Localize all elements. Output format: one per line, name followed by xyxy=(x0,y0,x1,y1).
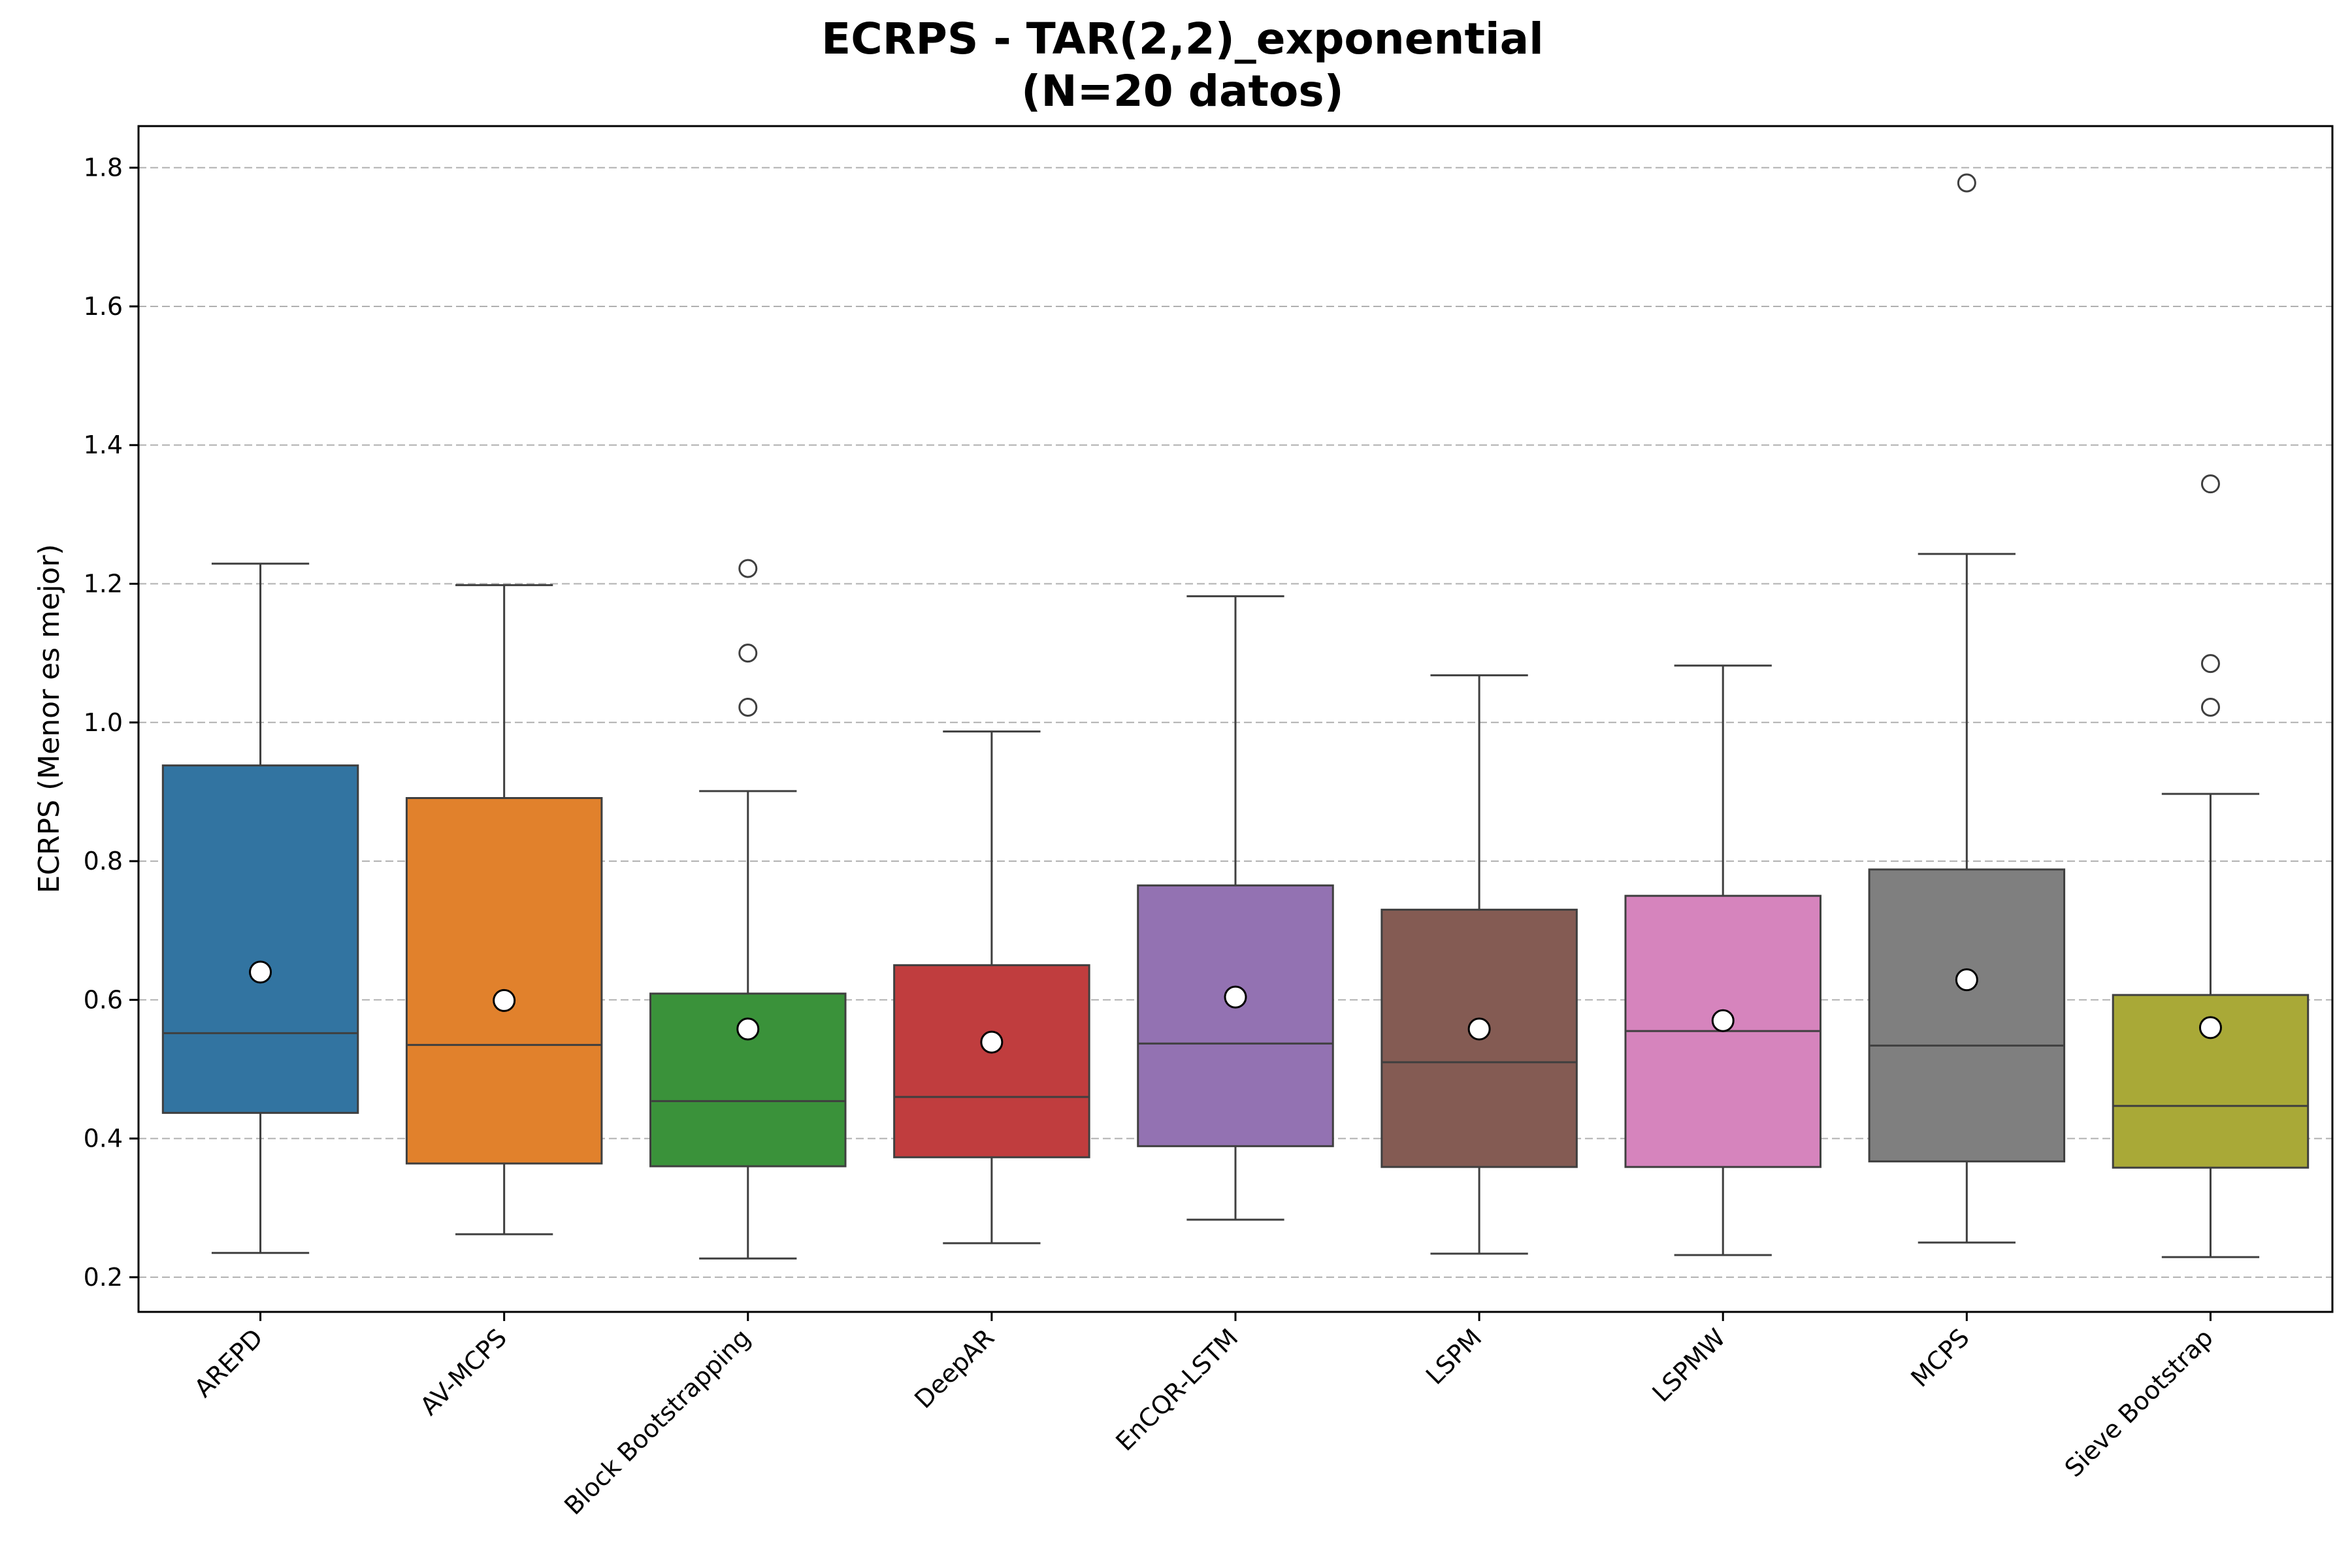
chart-subtitle: (N=20 datos) xyxy=(1021,66,1344,116)
y-tick-label: 0.4 xyxy=(84,1124,123,1153)
y-tick-label: 1.4 xyxy=(84,431,123,459)
y-tick-label: 1.8 xyxy=(84,154,123,182)
x-tick-label: LSPMW xyxy=(1646,1323,1731,1407)
box-group xyxy=(161,563,359,1254)
outlier-point xyxy=(2200,654,2220,674)
mean-marker xyxy=(736,1017,760,1041)
box-group xyxy=(1380,674,1578,1255)
mean-marker xyxy=(493,988,516,1012)
iqr-box xyxy=(1868,868,2066,1163)
box-group xyxy=(405,584,603,1235)
iqr-box xyxy=(161,764,359,1114)
x-tick-label: LSPM xyxy=(1420,1323,1488,1390)
outlier-point xyxy=(1957,173,1976,193)
x-axis-ticks: AREPD AV-MCPS Block Bootstrapping DeepAR EnC… xyxy=(189,1312,2219,1520)
boxes-layer xyxy=(161,173,2310,1260)
box-group xyxy=(649,559,847,1260)
y-tick-label: 0.2 xyxy=(84,1263,123,1292)
x-tick-label: AV-MCPS xyxy=(415,1323,512,1420)
x-tick-label: Sieve Bootstrap xyxy=(2059,1323,2219,1482)
x-tick-label: AREPD xyxy=(189,1323,269,1403)
y-tick-label: 0.6 xyxy=(84,985,123,1014)
box-group xyxy=(2112,474,2310,1258)
mean-marker xyxy=(1467,1017,1491,1041)
outlier-point xyxy=(738,697,758,717)
outlier-point xyxy=(2200,697,2220,717)
y-tick-label: 0.8 xyxy=(84,847,123,875)
box-group xyxy=(1624,664,1821,1256)
x-tick-label: EnCQR-LSTM xyxy=(1110,1323,1243,1456)
outlier-point xyxy=(738,559,758,578)
box-group xyxy=(1868,173,2066,1244)
iqr-box xyxy=(893,964,1090,1158)
y-tick-label: 1.0 xyxy=(84,708,123,737)
x-tick-label: Block Bootstrapping xyxy=(559,1323,756,1520)
x-tick-label: DeepAR xyxy=(909,1323,1000,1414)
mean-marker xyxy=(2198,1016,2222,1039)
mean-marker xyxy=(1224,985,1247,1009)
y-tick-label: 1.2 xyxy=(84,570,123,598)
x-tick-label: MCPS xyxy=(1905,1323,1974,1392)
outlier-point xyxy=(2200,474,2220,494)
iqr-box xyxy=(405,797,603,1165)
mean-marker xyxy=(1955,968,1978,992)
mean-marker xyxy=(980,1030,1004,1054)
box-group xyxy=(1137,595,1334,1221)
mean-marker xyxy=(1711,1009,1735,1032)
y-axis-label: ECRPS (Menor es mejor) xyxy=(33,544,66,894)
y-axis-ticks: 0.2 0.4 0.6 0.8 1.0 1.2 1.4 1.6 1.8 xyxy=(84,154,139,1292)
iqr-box xyxy=(1137,884,1334,1147)
outlier-point xyxy=(738,644,758,663)
y-tick-label: 1.6 xyxy=(84,292,123,321)
chart-title: ECRPS - TAR(2,2)_exponential xyxy=(821,14,1544,64)
mean-marker xyxy=(249,960,272,984)
box-group xyxy=(893,730,1090,1245)
